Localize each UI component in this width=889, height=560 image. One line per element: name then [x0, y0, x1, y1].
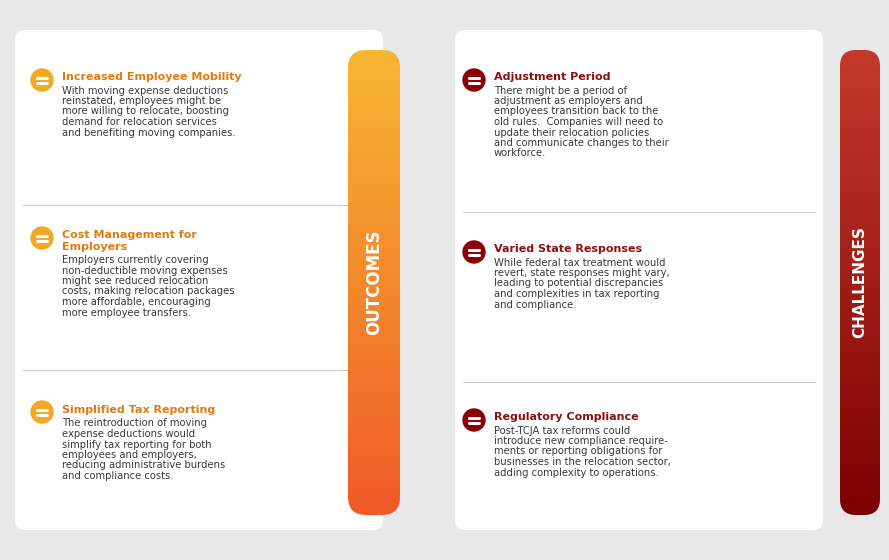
Text: employees and employers,: employees and employers, — [62, 450, 196, 460]
Text: and communicate changes to their: and communicate changes to their — [494, 138, 669, 148]
Text: businesses in the relocation sector,: businesses in the relocation sector, — [494, 457, 671, 467]
Text: and compliance.: and compliance. — [494, 300, 576, 310]
Text: Employers currently covering: Employers currently covering — [62, 255, 209, 265]
FancyBboxPatch shape — [15, 30, 383, 530]
Text: There might be a period of: There might be a period of — [494, 86, 627, 96]
FancyBboxPatch shape — [455, 30, 823, 530]
Text: adjustment as employers and: adjustment as employers and — [494, 96, 643, 106]
Text: more willing to relocate, boosting: more willing to relocate, boosting — [62, 106, 229, 116]
Text: leading to potential discrepancies: leading to potential discrepancies — [494, 278, 663, 288]
Text: Adjustment Period: Adjustment Period — [494, 72, 611, 82]
Text: old rules.  Companies will need to: old rules. Companies will need to — [494, 117, 663, 127]
Text: Cost Management for: Cost Management for — [62, 230, 196, 240]
Text: adding complexity to operations.: adding complexity to operations. — [494, 468, 659, 478]
Text: reinstated, employees might be: reinstated, employees might be — [62, 96, 221, 106]
Text: and compliance costs.: and compliance costs. — [62, 471, 173, 481]
Text: more employee transfers.: more employee transfers. — [62, 307, 191, 318]
Text: OUTCOMES: OUTCOMES — [365, 230, 383, 335]
Text: and complexities in tax reporting: and complexities in tax reporting — [494, 289, 660, 299]
Circle shape — [31, 69, 53, 91]
Text: employees transition back to the: employees transition back to the — [494, 106, 659, 116]
Text: introduce new compliance require-: introduce new compliance require- — [494, 436, 668, 446]
Text: The reintroduction of moving: The reintroduction of moving — [62, 418, 207, 428]
Text: CHALLENGES: CHALLENGES — [853, 227, 868, 338]
Text: Increased Employee Mobility: Increased Employee Mobility — [62, 72, 242, 82]
Text: ments or reporting obligations for: ments or reporting obligations for — [494, 446, 662, 456]
Text: workforce.: workforce. — [494, 148, 547, 158]
Text: demand for relocation services: demand for relocation services — [62, 117, 217, 127]
Text: Post-TCJA tax reforms could: Post-TCJA tax reforms could — [494, 426, 630, 436]
Circle shape — [463, 69, 485, 91]
Text: and benefiting moving companies.: and benefiting moving companies. — [62, 128, 236, 138]
Circle shape — [463, 241, 485, 263]
Text: Varied State Responses: Varied State Responses — [494, 244, 642, 254]
Text: might see reduced relocation: might see reduced relocation — [62, 276, 208, 286]
Circle shape — [31, 227, 53, 249]
Text: more affordable, encouraging: more affordable, encouraging — [62, 297, 211, 307]
Circle shape — [31, 401, 53, 423]
Text: Employers: Employers — [62, 241, 127, 251]
Text: simplify tax reporting for both: simplify tax reporting for both — [62, 440, 212, 450]
Text: non-deductible moving expenses: non-deductible moving expenses — [62, 265, 228, 276]
Text: With moving expense deductions: With moving expense deductions — [62, 86, 228, 96]
Text: expense deductions would: expense deductions would — [62, 429, 195, 439]
Text: costs, making relocation packages: costs, making relocation packages — [62, 287, 235, 296]
Text: reducing administrative burdens: reducing administrative burdens — [62, 460, 225, 470]
Circle shape — [463, 409, 485, 431]
Text: Simplified Tax Reporting: Simplified Tax Reporting — [62, 405, 215, 415]
Text: Regulatory Compliance: Regulatory Compliance — [494, 412, 638, 422]
Text: While federal tax treatment would: While federal tax treatment would — [494, 258, 666, 268]
Text: revert, state responses might vary,: revert, state responses might vary, — [494, 268, 669, 278]
Text: update their relocation policies: update their relocation policies — [494, 128, 649, 138]
